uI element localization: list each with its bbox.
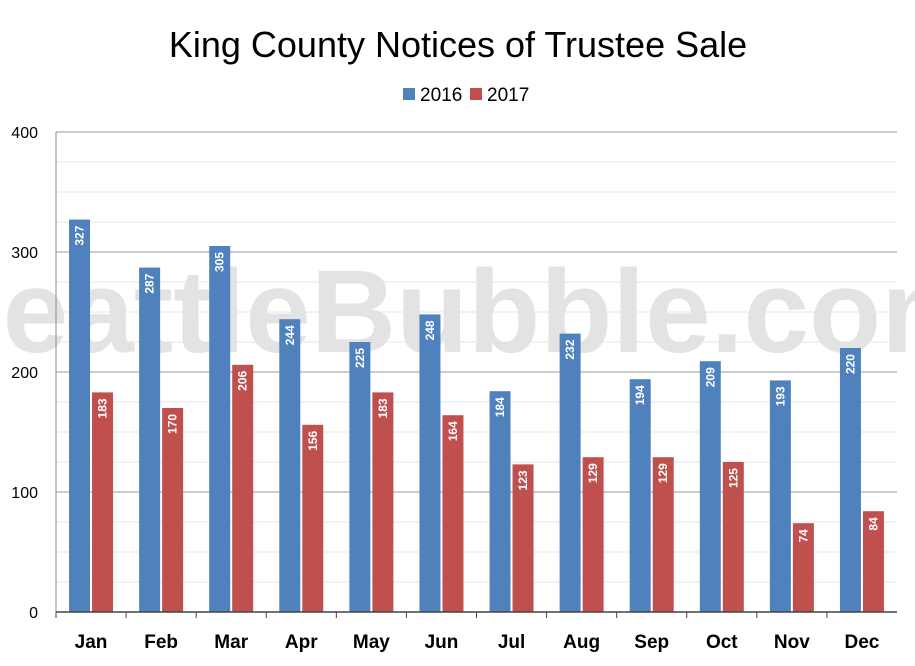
bar-2016-Jun (419, 314, 441, 612)
data-label: 193 (773, 386, 787, 406)
y-tick-label: 300 (11, 245, 38, 262)
data-label: 129 (586, 463, 600, 483)
data-label: 125 (726, 468, 740, 488)
x-tick-label: Jun (425, 632, 459, 653)
bar-2017-Jan (92, 392, 114, 612)
bar-2017-Nov (792, 523, 814, 612)
legend-label: 2016 (420, 85, 462, 106)
bar-2017-Aug (582, 457, 604, 612)
x-axis: Jan Feb Mar Apr May Jun Jul Aug Sep Oct Nov Dec (55, 611, 897, 653)
y-axis: 0 100 200 300 400 (11, 125, 57, 622)
chart-title: King County Notices of Trustee Sale (169, 24, 747, 65)
data-label: 206 (236, 370, 250, 390)
bar-2016-Jul (489, 391, 511, 612)
x-tick-label: Feb (144, 632, 178, 653)
data-label: 183 (376, 398, 390, 418)
y-tick-label: 200 (11, 365, 38, 382)
legend-swatch-2017 (470, 88, 482, 100)
data-label: 164 (446, 421, 460, 441)
data-label: 170 (166, 414, 180, 434)
x-tick-label: Mar (214, 632, 248, 653)
bar-2017-Feb (162, 408, 184, 612)
data-label: 232 (563, 339, 577, 359)
bar-2017-May (372, 392, 394, 612)
data-label: 194 (633, 385, 647, 405)
data-label: 74 (796, 529, 810, 543)
bar-2017-Oct (722, 462, 744, 612)
data-label: 220 (843, 354, 857, 374)
x-tick-label: Nov (774, 632, 810, 653)
x-tick-label: Oct (706, 632, 738, 653)
bar-2016-Mar (209, 246, 231, 612)
x-tick-label: Jan (75, 632, 108, 653)
data-label: 327 (73, 225, 87, 245)
bar-2017-Apr (302, 424, 324, 612)
y-tick-label: 100 (11, 485, 38, 502)
y-tick-label: 400 (11, 125, 38, 142)
x-tick-label: Apr (285, 632, 318, 653)
bar-2017-Jul (512, 464, 534, 612)
data-label: 84 (866, 517, 880, 531)
bar-2016-Nov (769, 380, 791, 612)
bar-2016-Jan (69, 219, 91, 612)
bar-2016-Dec (839, 348, 861, 612)
y-tick-label: 0 (29, 605, 38, 622)
grid-lines (56, 131, 897, 583)
data-label: 287 (143, 273, 157, 293)
bar-2017-Jun (442, 415, 464, 612)
x-tick-label: Sep (634, 632, 669, 653)
legend-label: 2017 (487, 85, 529, 106)
watermark: SeattleBubble.com (0, 246, 915, 378)
bar-2016-Aug (559, 333, 581, 612)
bar-2017-Mar (232, 364, 254, 612)
data-label: 248 (423, 320, 437, 340)
legend-swatch-2016 (403, 88, 415, 100)
bar-2016-Oct (699, 361, 721, 612)
x-tick-label: Dec (845, 632, 880, 653)
x-tick-label: Aug (563, 632, 600, 653)
data-label: 183 (96, 398, 110, 418)
data-label: 209 (703, 367, 717, 387)
bar-2016-May (349, 342, 371, 612)
data-label: 184 (493, 397, 507, 417)
data-label: 225 (353, 348, 367, 368)
x-tick-label: Jul (498, 632, 525, 653)
bar-2017-Dec (862, 511, 884, 612)
bar-2016-Feb (139, 267, 161, 612)
data-label: 244 (283, 325, 297, 345)
bar-2016-Sep (629, 379, 651, 612)
data-label: 305 (213, 252, 227, 272)
data-label: 129 (656, 463, 670, 483)
data-label: 123 (516, 470, 530, 490)
legend: 2016 2017 (403, 85, 529, 106)
bar-2016-Apr (279, 319, 301, 612)
bars: 327 183 287 170 305 206 244 156 225 183 248 164 184 1… (69, 219, 884, 612)
bar-2017-Sep (652, 457, 674, 612)
data-label: 156 (306, 430, 320, 450)
x-tick-label: May (353, 632, 390, 653)
